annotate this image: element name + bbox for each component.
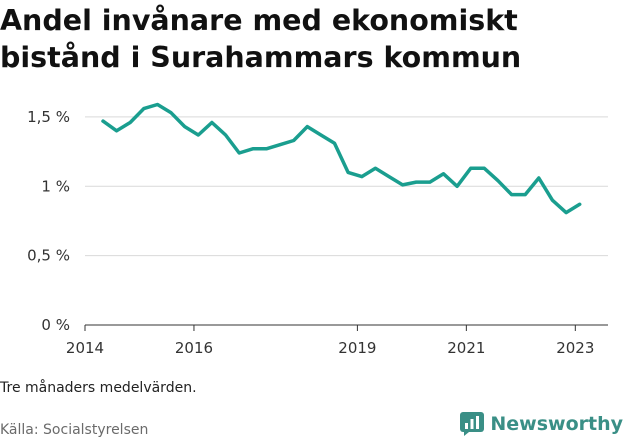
y-axis-ticks: 0 % 0,5 % 1 % 1,5 % bbox=[27, 108, 70, 334]
y-tick-label: 0 % bbox=[41, 316, 70, 334]
grid-lines bbox=[85, 116, 608, 326]
brand-name: Newsworthy bbox=[490, 413, 623, 435]
x-axis: 2014 2016 2019 2021 2023 bbox=[66, 325, 594, 357]
y-tick-label: 1 % bbox=[41, 177, 70, 195]
x-tick-label: 2021 bbox=[447, 339, 485, 357]
source-label: Källa: Socialstyrelsen bbox=[0, 422, 149, 438]
x-tick-label: 2014 bbox=[66, 339, 104, 357]
line-chart: 0 % 0,5 % 1 % 1,5 % 2014 2016 2019 2021 2023 bbox=[27, 102, 608, 357]
newsworthy-chart-icon bbox=[460, 412, 485, 436]
series-layer bbox=[101, 102, 582, 215]
chart-title: Andel invånare med ekonomiskt bistånd i … bbox=[0, 4, 522, 74]
x-tick-label: 2016 bbox=[175, 339, 213, 357]
brand-logo: Newsworthy bbox=[460, 410, 623, 438]
x-tick-label: 2019 bbox=[338, 339, 376, 357]
chart-note: Tre månaders medelvärden. bbox=[0, 380, 197, 396]
series-line bbox=[101, 102, 582, 215]
y-tick-label: 1,5 % bbox=[27, 108, 70, 126]
y-tick-label: 0,5 % bbox=[27, 247, 70, 265]
x-tick-label: 2023 bbox=[556, 339, 594, 357]
